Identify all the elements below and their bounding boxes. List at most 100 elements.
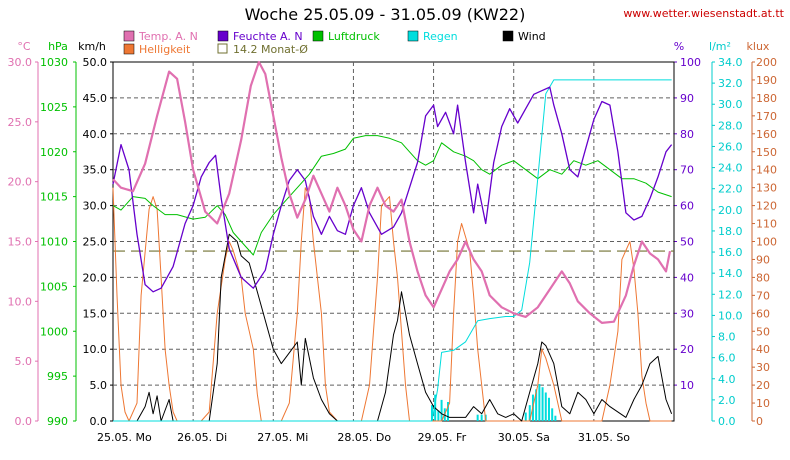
- rain-tick-label: 14.0: [718, 267, 743, 280]
- legend-swatch: [123, 43, 135, 55]
- rain-tick-label: 30.0: [718, 98, 743, 111]
- temp-unit-label: °C: [17, 40, 31, 53]
- pressure-tick-label: 1005: [40, 280, 68, 293]
- legend-swatch: [123, 30, 135, 42]
- wind-tick-label: 20.0: [83, 271, 108, 284]
- rain-tick-label: 12.0: [718, 288, 743, 301]
- legend: Temp. A. N Feuchte A. N Luftdruck Regen Wind…: [123, 30, 546, 56]
- rain-bar: [440, 399, 443, 421]
- humidity-tick-label: 50: [680, 236, 694, 249]
- site-url: www.wetter.wiesenstadt.at.tt: [623, 7, 784, 20]
- humidity-tick-label: 100: [680, 56, 701, 69]
- rain-bar: [437, 410, 440, 421]
- rain-bar: [480, 414, 483, 421]
- humidity-unit-label: %: [674, 40, 684, 53]
- rain-tick-label: 0.0: [718, 415, 736, 428]
- light-tick-label: 170: [756, 110, 777, 123]
- rain-tick-label: 28.0: [718, 119, 743, 132]
- pressure-tick-label: 1010: [40, 236, 68, 249]
- light-tick-label: 10: [756, 397, 770, 410]
- pressure-unit-label: hPa: [48, 40, 68, 53]
- x-tick-label: 29.05. Fr: [418, 431, 467, 444]
- x-tick-label: 28.05. Do: [337, 431, 391, 444]
- wind-tick-label: 45.0: [83, 92, 108, 105]
- light-tick-label: 100: [756, 236, 777, 249]
- temp-tick-label: 0.0: [15, 415, 33, 428]
- rain-tick-label: 18.0: [718, 225, 743, 238]
- series-helligkeit: [112, 187, 672, 422]
- pressure-tick-label: 1000: [40, 325, 68, 338]
- right-axes: 1020304050607080901000.02.04.06.08.010.0…: [673, 56, 777, 428]
- light-tick-label: 90: [756, 253, 770, 266]
- x-tick-label: 30.05. Sa: [498, 431, 550, 444]
- rain-bar: [538, 384, 541, 421]
- light-tick-label: 0: [756, 415, 763, 428]
- series-temp-a-n: [112, 60, 672, 324]
- wind-tick-label: 0.0: [90, 415, 108, 428]
- pressure-tick-label: 1015: [40, 191, 68, 204]
- legend-label: Luftdruck: [328, 30, 380, 43]
- wind-tick-label: 35.0: [83, 164, 108, 177]
- humidity-tick-label: 60: [680, 200, 694, 213]
- light-tick-label: 180: [756, 92, 777, 105]
- rain-unit-label: l/m²: [709, 40, 731, 53]
- rain-tick-label: 22.0: [718, 183, 743, 196]
- legend-label: 14.2 Monat-Ø: [233, 43, 308, 56]
- humidity-tick-label: 40: [680, 271, 694, 284]
- rain-tick-label: 4.0: [718, 373, 736, 386]
- rain-tick-label: 2.0: [718, 394, 736, 407]
- rain-tick-label: 6.0: [718, 352, 736, 365]
- wind-tick-label: 30.0: [83, 200, 108, 213]
- wind-tick-label: 10.0: [83, 343, 108, 356]
- rain-bar: [554, 415, 557, 421]
- light-tick-label: 50: [756, 325, 770, 338]
- light-tick-label: 30: [756, 361, 770, 374]
- rain-tick-label: 26.0: [718, 140, 743, 153]
- humidity-tick-label: 90: [680, 92, 694, 105]
- temp-tick-label: 30.0: [8, 56, 33, 69]
- temp-tick-label: 20.0: [8, 176, 33, 189]
- pressure-tick-label: 995: [47, 370, 68, 383]
- wind-unit-label: km/h: [78, 40, 106, 53]
- rain-tick-label: 24.0: [718, 162, 743, 175]
- humidity-tick-label: 10: [680, 379, 694, 392]
- wind-tick-label: 5.0: [90, 379, 108, 392]
- legend-swatch: [407, 30, 419, 42]
- legend-label: Regen: [423, 30, 458, 43]
- rain-bar: [446, 401, 449, 421]
- rain-bar: [528, 405, 531, 421]
- axis-units: °C hPa km/h% l/m² klux: [17, 40, 770, 53]
- temp-tick-label: 5.0: [15, 355, 33, 368]
- light-tick-label: 200: [756, 56, 777, 69]
- pressure-tick-label: 1030: [40, 56, 68, 69]
- x-tick-label: 27.05. Mi: [257, 431, 308, 444]
- x-axis-labels: 25.05. Mo 26.05. Di 27.05. Mi 28.05. Do 29.0…: [97, 431, 630, 444]
- rain-bar: [551, 408, 554, 421]
- light-tick-label: 40: [756, 343, 770, 356]
- humidity-tick-label: 80: [680, 128, 694, 141]
- legend-swatch: [217, 43, 228, 54]
- rain-bar: [544, 392, 547, 421]
- legend-swatch: [502, 30, 514, 42]
- light-tick-label: 60: [756, 307, 770, 320]
- temp-tick-label: 15.0: [8, 236, 33, 249]
- rain-tick-label: 34.0: [718, 56, 743, 69]
- temp-tick-label: 10.0: [8, 295, 33, 308]
- humidity-tick-label: 30: [680, 307, 694, 320]
- light-unit-label: klux: [747, 40, 770, 53]
- series-regen: [113, 79, 672, 422]
- light-tick-label: 150: [756, 146, 777, 159]
- light-tick-label: 140: [756, 164, 777, 177]
- legend-label: Wind: [518, 30, 546, 43]
- x-tick-label: 26.05. Di: [177, 431, 227, 444]
- rain-tick-label: 8.0: [718, 331, 736, 344]
- legend-label: Temp. A. N: [138, 30, 198, 43]
- light-tick-label: 160: [756, 128, 777, 141]
- humidity-tick-label: 20: [680, 343, 694, 356]
- rain-tick-label: 32.0: [718, 77, 743, 90]
- rain-bar: [541, 387, 544, 421]
- light-tick-label: 190: [756, 74, 777, 87]
- rain-bar: [535, 389, 538, 421]
- rain-bar: [476, 414, 479, 421]
